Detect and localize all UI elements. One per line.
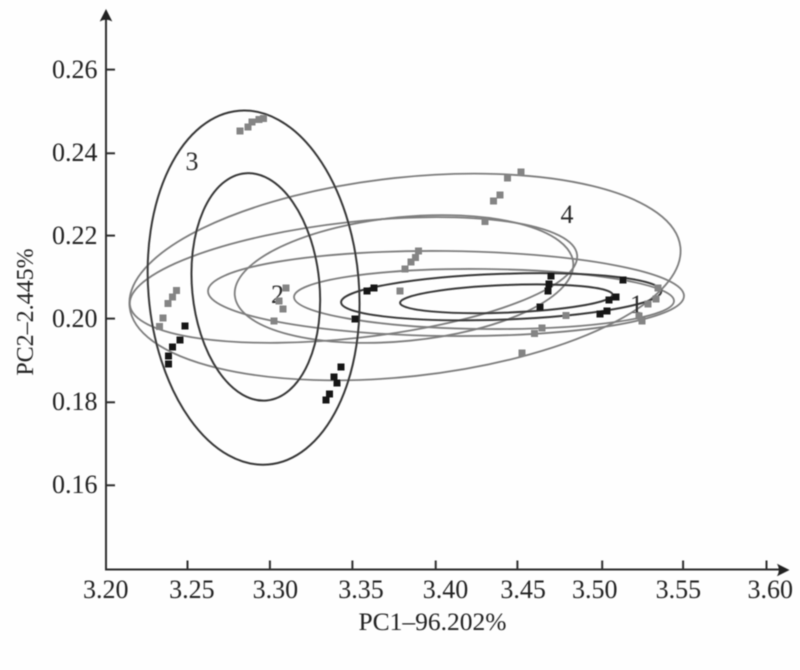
svg-text:0.16: 0.16 [52, 470, 98, 499]
svg-text:3.20: 3.20 [83, 575, 129, 604]
svg-text:3.40: 3.40 [423, 575, 469, 604]
svg-text:3.35: 3.35 [338, 575, 384, 604]
svg-text:4: 4 [561, 200, 574, 229]
svg-text:3: 3 [186, 147, 199, 176]
svg-text:PC1–96.202%: PC1–96.202% [358, 607, 506, 636]
svg-text:3.25: 3.25 [169, 575, 215, 604]
svg-text:2: 2 [271, 280, 284, 309]
svg-text:3.60: 3.60 [747, 575, 793, 604]
svg-text:0.18: 0.18 [52, 387, 98, 416]
svg-text:3.55: 3.55 [656, 575, 702, 604]
svg-text:3.45: 3.45 [500, 575, 546, 604]
svg-text:3.30: 3.30 [253, 575, 299, 604]
svg-text:3.50: 3.50 [572, 575, 618, 604]
svg-text:PC2–2.445%: PC2–2.445% [13, 248, 39, 375]
svg-text:0.26: 0.26 [52, 55, 98, 84]
svg-text:0.22: 0.22 [52, 221, 98, 250]
svg-text:0.20: 0.20 [52, 304, 98, 333]
svg-text:0.24: 0.24 [52, 138, 98, 167]
svg-text:1: 1 [630, 290, 643, 319]
